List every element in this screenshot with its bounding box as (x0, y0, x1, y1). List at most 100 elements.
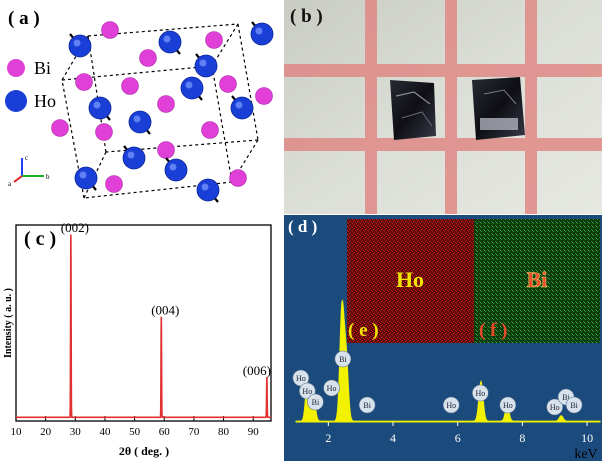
bi-atom (157, 95, 175, 113)
ho-map-sub-label: ( e ) (348, 320, 379, 341)
crystal-right-edge (483, 89, 517, 105)
ho-atom-highlight (133, 115, 141, 123)
axis-triad: c b a (8, 154, 50, 188)
bi-map-sub-label: ( f ) (479, 320, 507, 341)
grid-line-v3 (525, 0, 537, 214)
eds-peak-annotation: Bi (339, 355, 347, 364)
ho-atom (196, 178, 220, 202)
cell-edge (211, 65, 233, 183)
crystal-photo: ( b ) (284, 0, 602, 214)
ho-atom (122, 146, 146, 170)
eds-peak-annotation: Ho (296, 374, 306, 383)
xrd-pattern-line (16, 234, 271, 419)
eds-peak-marker (323, 379, 340, 397)
eds-x-tick-label: 4 (390, 431, 396, 445)
cell-edge (237, 23, 259, 141)
eds-spectrum-area (295, 299, 601, 423)
bi-atom (139, 49, 157, 67)
ho-atom (74, 166, 98, 190)
eds-peak-marker (499, 396, 517, 414)
ho-legend-atom (5, 90, 27, 112)
eds-peak-marker (565, 396, 583, 414)
crystal-right (472, 77, 525, 140)
panel-c-label: ( c ) (24, 228, 56, 250)
crystal-left-reflection (395, 91, 431, 105)
ho-atom (68, 34, 92, 58)
ho-atom-highlight (169, 163, 177, 171)
xrd-y-axis-label: Intensity ( a. u. ) (3, 288, 14, 358)
ho-atom (230, 96, 254, 120)
panel-a-label: ( a ) (8, 8, 40, 29)
grid-line-v2 (445, 0, 457, 214)
eds-x-tick-label: 10 (581, 431, 593, 445)
eds-peak-annotation: Ho (302, 387, 312, 396)
ho-atom-highlight (163, 35, 171, 43)
eds-peak-annotation: Bi (570, 401, 578, 410)
eds-peak-annotation: Ho (327, 384, 337, 393)
ho-atom (128, 110, 152, 134)
xrd-x-tick-label: 90 (248, 426, 260, 438)
bi-atom (201, 121, 219, 139)
grid-lines (284, 0, 602, 214)
xrd-x-tick-label: 30 (70, 426, 82, 438)
bi-atom (229, 169, 247, 187)
eds-x-tick-label: 2 (325, 431, 331, 445)
bi-atom (95, 123, 113, 141)
bi-atom (105, 175, 123, 193)
xrd-chart: ( c ) 10 20 30 40 50 60 70 80 90 (002) (004) (006)… (3, 220, 272, 458)
c-axis-label: c (25, 154, 28, 162)
cell-edge (211, 23, 239, 67)
ho-atom-highlight (199, 59, 207, 67)
xrd-x-tick-label: 50 (129, 426, 141, 438)
xrd-peak-labels: (002) (004) (006) (61, 220, 271, 378)
ho-atom-highlight (255, 27, 263, 35)
eds-peak-marker (442, 396, 460, 414)
bi-legend-atom (7, 59, 25, 77)
eds-x-ticks: 2 4 6 8 10 (325, 422, 593, 445)
ho-atom-highlight (185, 81, 193, 89)
eds-peak-annotation: Ho (475, 389, 485, 398)
xrd-x-tick-label: 40 (99, 426, 111, 438)
panel-a-crystal-structure: ( a ) Bi Ho c b a (0, 0, 283, 214)
cell-edge (231, 139, 259, 183)
eds-peak-marker (472, 384, 489, 402)
bi-atom (205, 31, 223, 49)
crystal-structure-diagram: ( a ) Bi Ho c b a (5, 8, 274, 203)
panel-d-eds: ( d ) Ho ( e ) Bi ( f ) Ho Ho Bi Bi Ho Bi Ho Ho… (284, 215, 602, 461)
xrd-x-tick-label: 10 (11, 426, 23, 438)
ho-atom-highlight (93, 101, 101, 109)
grid-line-h2 (284, 138, 602, 151)
paper-background (284, 0, 602, 214)
b-axis-label: b (46, 173, 50, 181)
a-axis-arrow (13, 175, 23, 183)
bi-atom (121, 77, 139, 95)
eds-peak-marker (307, 393, 324, 411)
ho-legend-label: Ho (34, 91, 56, 111)
ho-map: Ho ( e ) (347, 219, 474, 343)
element-legend: Bi Ho (5, 58, 56, 112)
xrd-peak-label: (004) (151, 302, 179, 317)
eds-peak-annotation: Bi (363, 401, 371, 410)
ho-atom (194, 54, 218, 78)
eds-peak-marker (358, 396, 376, 414)
eds-peak-marker (334, 350, 352, 368)
bi-atom (157, 141, 175, 159)
eds-peak-marker (546, 398, 564, 416)
ho-atom-highlight (201, 183, 209, 191)
crystal-right-reflection (480, 118, 518, 130)
ho-atom (158, 30, 182, 54)
ho-atom (164, 158, 188, 182)
eds-peak-annotation: Ho (446, 401, 456, 410)
a-axis-label: a (8, 180, 12, 188)
bi-atom (255, 87, 273, 105)
ho-atom (250, 22, 274, 46)
ho-map-image (347, 219, 474, 343)
panel-b-label: ( b ) (290, 6, 323, 27)
bi-atom (219, 75, 237, 93)
xrd-x-tick-label: 20 (40, 426, 52, 438)
eds-peak-annotation: Bi (562, 393, 570, 402)
bi-atom (101, 21, 119, 39)
crystal-left-body (390, 80, 436, 140)
xrd-x-tick-label: 80 (218, 426, 230, 438)
eds-peak-annotation: Ho (503, 401, 513, 410)
